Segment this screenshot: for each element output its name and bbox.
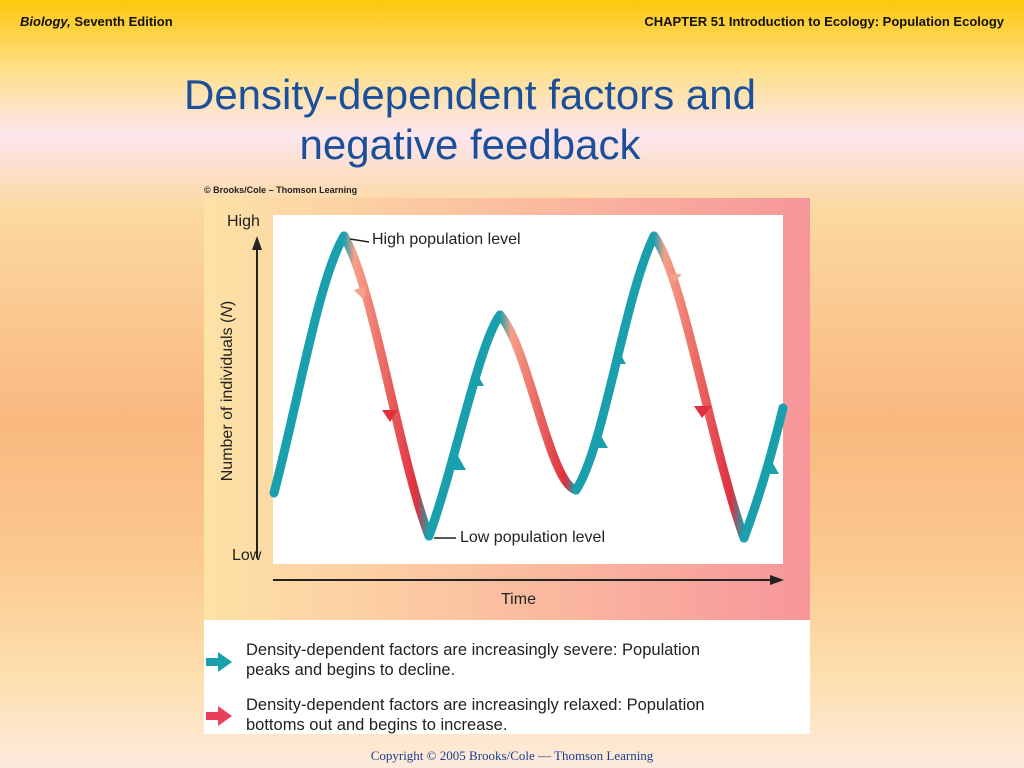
figure-credit: © Brooks/Cole – Thomson Learning — [204, 185, 358, 195]
curve-arrow-increase-3 — [594, 434, 608, 448]
legend-item-severe: Density-dependent factors are increasing… — [246, 640, 796, 680]
population-figure: High Low Number of individuals (N) Time … — [204, 198, 810, 734]
annotation-low-population: Low population level — [460, 529, 605, 546]
figure-graphics — [206, 231, 788, 726]
curve-arrow-decline-2 — [382, 410, 398, 422]
book-title: Biology, — [20, 14, 71, 29]
legend-item-severe-line-1: Density-dependent factors are increasing… — [246, 641, 701, 659]
y-axis-label-prefix: Number of individuals ( — [219, 317, 236, 482]
y-axis-label-var: N — [219, 306, 236, 318]
x-axis-label: Time — [501, 591, 536, 608]
curve-fall-3 — [649, 231, 749, 543]
legend-panel — [204, 620, 810, 734]
slide-title: Density-dependent factors and negative f… — [130, 70, 810, 170]
legend-item-relaxed: Density-dependent factors are increasing… — [246, 695, 796, 735]
curve-arrow-increase-5 — [765, 460, 779, 474]
curve-rise-3 — [571, 231, 659, 495]
y-axis-arrowhead — [252, 236, 262, 250]
y-axis — [252, 236, 262, 558]
legend-item-relaxed-line-2: bottoms out and begins to increase. — [246, 716, 508, 734]
annotation-high-population: High population level — [372, 231, 521, 248]
curve-fall-1 — [339, 231, 434, 541]
footer-copyright: Copyright © 2005 Brooks/Cole — Thomson L… — [370, 748, 654, 763]
curve-fall-2 — [495, 310, 581, 495]
slide-title-line-2: negative feedback — [299, 121, 641, 168]
population-curve — [269, 231, 788, 543]
curve-arrow-increase-2 — [470, 372, 484, 386]
curve-rise-4 — [739, 403, 788, 543]
y-axis-label-suffix: ) — [219, 300, 236, 307]
legend-arrow-increase-icon — [206, 652, 232, 672]
curve-arrow-decline-3 — [666, 274, 682, 282]
curve-arrow-decline-1 — [354, 286, 366, 300]
legend-arrow-decrease-icon — [206, 706, 232, 726]
curve-arrow-increase-1 — [452, 456, 466, 470]
legend-item-severe-line-2: peaks and begins to decline. — [246, 661, 456, 679]
high-level-leader — [349, 238, 370, 243]
legend-item-relaxed-line-1: Density-dependent factors are increasing… — [246, 696, 705, 714]
x-axis-arrowhead — [770, 575, 784, 585]
book-edition: Seventh Edition — [74, 14, 173, 29]
curve-rise-2 — [424, 310, 505, 541]
curve-arrow-decline-4 — [694, 406, 712, 418]
slide-title-line-1: Density-dependent factors and — [183, 71, 757, 118]
header-chapter: CHAPTER 51 Introduction to Ecology: Popu… — [644, 14, 1004, 29]
curve-arrowheads — [354, 274, 779, 474]
curve-rise-1 — [269, 231, 349, 498]
y-tick-high: High — [227, 213, 260, 230]
x-axis — [273, 575, 784, 585]
y-axis-label: Number of individuals (N) — [219, 301, 237, 482]
curve-arrow-increase-4 — [612, 350, 626, 364]
header-book: Biology, Seventh Edition — [20, 14, 173, 29]
y-tick-low: Low — [232, 547, 262, 564]
